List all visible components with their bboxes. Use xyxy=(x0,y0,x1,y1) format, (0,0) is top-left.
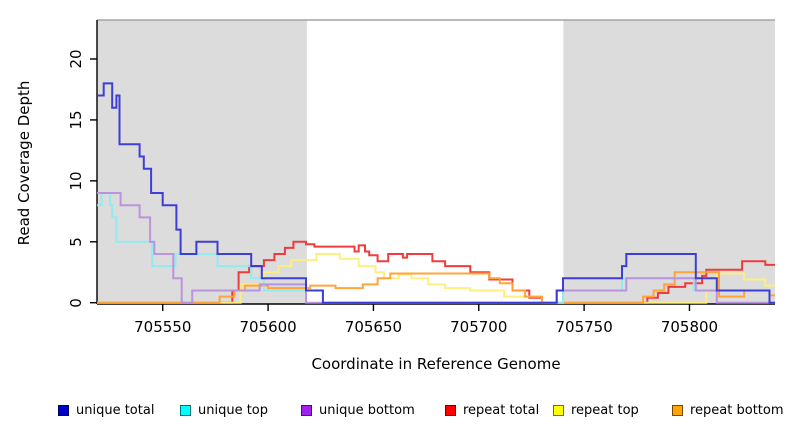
axes xyxy=(90,20,775,311)
legend-swatch-icon xyxy=(553,404,564,416)
y-tick-label: 20 xyxy=(67,49,85,69)
legend-swatch-icon xyxy=(445,404,456,416)
x-axis-title: Coordinate in Reference Genome xyxy=(311,355,561,373)
x-tick-label: 705750 xyxy=(555,318,613,336)
y-tick-label: 0 xyxy=(67,297,85,308)
x-tick-label: 705600 xyxy=(239,318,297,336)
x-tick-label: 705650 xyxy=(344,318,403,336)
legend-item-unique-total: unique total xyxy=(58,402,155,418)
legend-swatch-icon xyxy=(672,404,683,416)
left-gray-band xyxy=(97,20,307,304)
y-tick-label: 15 xyxy=(67,110,85,130)
y-tick-label: 5 xyxy=(67,236,85,247)
right-gray-band xyxy=(563,20,775,304)
y-axis-title: Read Coverage Depth xyxy=(15,80,33,246)
series-line-repeat-bottom xyxy=(97,271,775,304)
legend-label: repeat total xyxy=(463,402,540,418)
series-line-unique-total xyxy=(97,82,775,304)
legend-label: unique total xyxy=(76,402,155,418)
legend-item-repeat-total: repeat total xyxy=(445,402,540,418)
legend-item-unique-bottom: unique bottom xyxy=(301,402,415,418)
x-tick-label: 705550 xyxy=(134,318,192,336)
y-tick-label: 10 xyxy=(67,171,85,191)
legend-swatch-icon xyxy=(180,404,191,416)
legend-item-repeat-bottom: repeat bottom xyxy=(672,402,784,418)
shaded-bands xyxy=(97,19,775,304)
series-line-repeat-total xyxy=(97,240,775,304)
coverage-step-lines xyxy=(97,82,775,304)
legend-label: unique bottom xyxy=(319,402,415,418)
legend-item-repeat-top: repeat top xyxy=(553,402,639,418)
series-line-unique-bottom xyxy=(97,192,775,304)
x-tick-label: 705700 xyxy=(450,318,508,336)
legend-swatch-icon xyxy=(301,404,312,416)
x-tick-label: 705800 xyxy=(660,318,719,336)
legend-label: unique top xyxy=(198,402,269,418)
legend-label: repeat top xyxy=(571,402,639,418)
legend-label: repeat bottom xyxy=(690,402,784,418)
legend-item-unique-top: unique top xyxy=(180,402,269,418)
legend-swatch-icon xyxy=(58,404,69,416)
